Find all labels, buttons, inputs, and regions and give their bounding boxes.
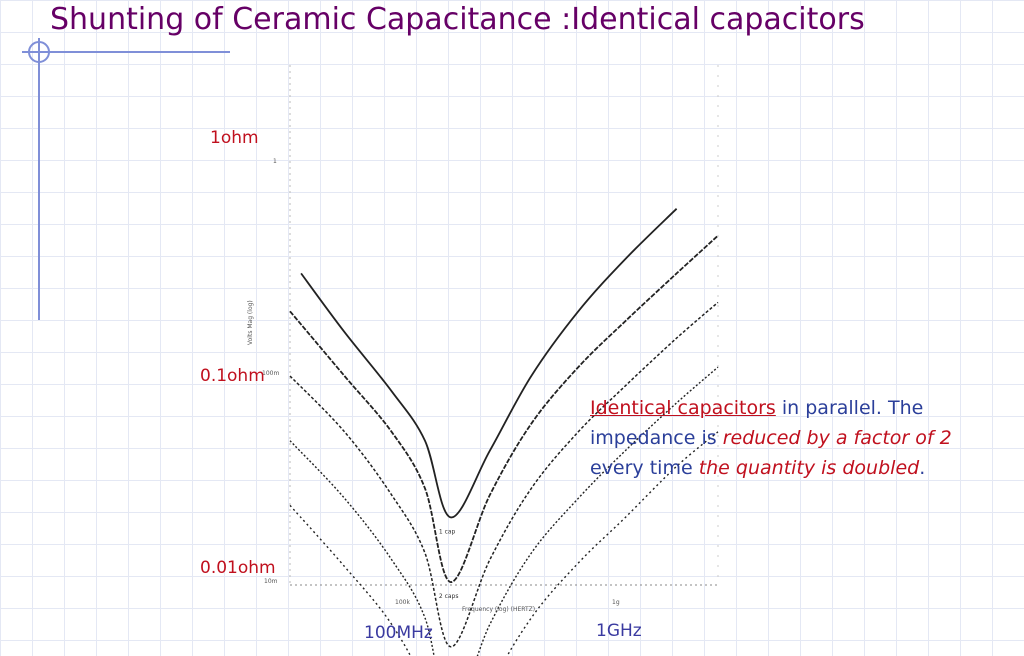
note-text-1: in parallel. The impedance is <box>590 397 924 449</box>
x-tick-label-100mhz: 100MHz <box>364 623 433 643</box>
annotation-note: Identical capacitors in parallel. The im… <box>590 393 1010 483</box>
note-link[interactable]: Identical capacitors <box>590 397 776 419</box>
note-text-2: every time <box>590 457 699 479</box>
curve-label-1: 1 cap <box>439 528 456 535</box>
decorative-vertical-line <box>38 38 40 320</box>
small-y-tick-10m: 10m <box>264 578 278 585</box>
small-x-tick-1g: 1g <box>612 599 620 606</box>
series-line-4 <box>289 366 719 656</box>
y-tick-label-0.01ohm: 0.01ohm <box>200 558 276 578</box>
note-emphasis-2: the quantity is doubled <box>698 457 920 479</box>
y-axis-title: Volts Mag (log) <box>247 300 254 345</box>
x-tick-label-1ghz: 1GHz <box>596 621 642 641</box>
decorative-horizontal-line <box>22 51 230 53</box>
x-axis-title: Frequency (log) (HERTZ) <box>462 606 535 613</box>
decorative-circle-icon <box>28 41 50 63</box>
y-tick-label-0.1ohm: 0.1ohm <box>200 366 265 386</box>
note-text-3: . <box>919 457 926 479</box>
series-line-1 <box>300 208 678 519</box>
small-y-tick-1: 1 <box>273 158 277 165</box>
curve-label-2: 2 caps <box>439 593 459 600</box>
series-line-2 <box>289 234 719 583</box>
small-y-tick-100m: 100m <box>262 370 279 377</box>
y-tick-label-1ohm: 1ohm <box>210 128 259 148</box>
series-line-3 <box>289 301 719 648</box>
small-x-tick-100k: 100k <box>395 599 410 606</box>
slide-title: Shunting of Ceramic Capacitance :Identic… <box>50 2 865 37</box>
note-emphasis-1: reduced by a factor of 2 <box>722 427 952 449</box>
